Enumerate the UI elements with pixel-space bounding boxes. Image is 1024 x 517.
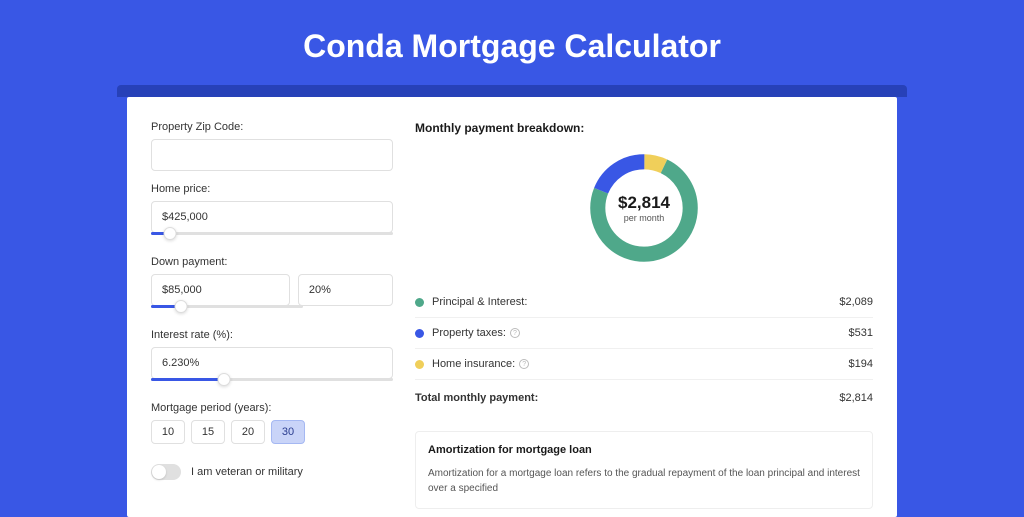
legend-row: Property taxes: ?$531 (415, 318, 873, 349)
donut-chart: $2,814 per month (583, 147, 705, 269)
down-payment-field-group: Down payment: (151, 256, 393, 317)
legend-row: Principal & Interest:$2,089 (415, 287, 873, 318)
down-payment-label: Down payment: (151, 256, 393, 268)
legend-total-row: Total monthly payment: $2,814 (415, 380, 873, 413)
legend-label: Home insurance: ? (432, 358, 849, 370)
legend-value: $2,089 (839, 296, 873, 308)
page-title: Conda Mortgage Calculator (0, 0, 1024, 85)
down-payment-input[interactable] (151, 274, 290, 306)
legend-label: Property taxes: ? (432, 327, 849, 339)
zip-label: Property Zip Code: (151, 121, 393, 133)
period-label: Mortgage period (years): (151, 402, 393, 414)
zip-input[interactable] (151, 139, 393, 171)
slider-thumb[interactable] (164, 227, 177, 240)
breakdown-title: Monthly payment breakdown: (415, 121, 873, 135)
interest-rate-field-group: Interest rate (%): (151, 329, 393, 390)
veteran-toggle-row: I am veteran or military (151, 464, 393, 480)
legend-row: Home insurance: ?$194 (415, 349, 873, 380)
legend-dot-icon (415, 329, 424, 338)
interest-rate-label: Interest rate (%): (151, 329, 393, 341)
donut-amount: $2,814 (618, 193, 670, 213)
amortization-box: Amortization for mortgage loan Amortizat… (415, 431, 873, 509)
period-button-30[interactable]: 30 (271, 420, 305, 444)
legend-value: $194 (849, 358, 873, 370)
home-price-label: Home price: (151, 183, 393, 195)
donut-chart-wrap: $2,814 per month (415, 147, 873, 269)
period-button-10[interactable]: 10 (151, 420, 185, 444)
donut-center: $2,814 per month (618, 193, 670, 223)
calculator-card: Property Zip Code: Home price: Down paym… (127, 97, 897, 517)
period-button-group: 10152030 (151, 420, 393, 444)
period-field-group: Mortgage period (years): 10152030 (151, 402, 393, 444)
legend-label: Principal & Interest: (432, 296, 839, 308)
card-shadow (117, 85, 907, 97)
donut-sub: per month (618, 213, 670, 223)
amortization-title: Amortization for mortgage loan (428, 444, 860, 456)
info-icon[interactable]: ? (519, 359, 529, 369)
breakdown-panel: Monthly payment breakdown: $2,814 per mo… (393, 121, 873, 517)
amortization-text: Amortization for a mortgage loan refers … (428, 466, 860, 496)
slider-thumb[interactable] (217, 373, 230, 386)
home-price-slider[interactable] (151, 232, 393, 244)
total-value: $2,814 (839, 392, 873, 404)
form-panel: Property Zip Code: Home price: Down paym… (151, 121, 393, 517)
period-button-15[interactable]: 15 (191, 420, 225, 444)
interest-rate-slider[interactable] (151, 378, 393, 390)
slider-thumb[interactable] (175, 300, 188, 313)
legend-dot-icon (415, 298, 424, 307)
home-price-input[interactable] (151, 201, 393, 233)
legend-list: Principal & Interest:$2,089Property taxe… (415, 287, 873, 380)
veteran-label: I am veteran or military (191, 466, 303, 478)
legend-value: $531 (849, 327, 873, 339)
interest-rate-input[interactable] (151, 347, 393, 379)
veteran-toggle[interactable] (151, 464, 181, 480)
period-button-20[interactable]: 20 (231, 420, 265, 444)
down-payment-slider[interactable] (151, 305, 303, 317)
toggle-knob (152, 465, 166, 479)
info-icon[interactable]: ? (510, 328, 520, 338)
total-label: Total monthly payment: (415, 392, 839, 404)
down-payment-pct-input[interactable] (298, 274, 393, 306)
legend-dot-icon (415, 360, 424, 369)
zip-field-group: Property Zip Code: (151, 121, 393, 171)
home-price-field-group: Home price: (151, 183, 393, 244)
